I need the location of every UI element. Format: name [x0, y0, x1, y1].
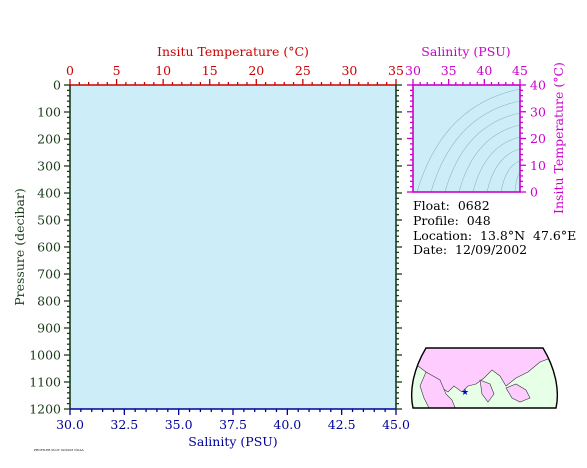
map-outline — [410, 347, 559, 409]
ts-right-tick-label: 10 — [530, 158, 546, 173]
ts-density-contour — [486, 148, 521, 193]
bottom-tick-label: 42.5 — [328, 417, 356, 432]
left-tick-label: 300 — [37, 159, 61, 174]
top-tick-label: 25 — [295, 63, 311, 78]
top-tick-label: 10 — [155, 63, 171, 78]
ts-top-tick-label: 30 — [405, 63, 421, 78]
left-tick-label: 1100 — [29, 375, 61, 390]
ts-right-tick-label: 20 — [530, 131, 546, 146]
ts-right-tick-label: 30 — [530, 104, 546, 119]
left-tick-label: 0 — [53, 78, 61, 93]
left-tick-label: 1000 — [29, 348, 61, 363]
ts-top-tick-label: 40 — [476, 63, 492, 78]
left-tick-label: 700 — [37, 267, 61, 282]
left-tick-label: 800 — [37, 294, 61, 309]
main-left-axis-ticks: 0 100 200 300 400 500 600 700 800 900 1000 1100 1200 — [29, 78, 70, 417]
footer-note: PROFILER PLOT 02/2003 NOAA — [34, 448, 84, 452]
ts-density-contour — [500, 160, 521, 193]
date: Date: 12/09/2002 — [413, 242, 528, 257]
bottom-tick-label: 35.0 — [165, 417, 193, 432]
ts-frame — [412, 84, 521, 193]
ts-top-axis-ticks: 30 35 40 45 — [405, 63, 528, 85]
main-top-axis-ticks: 0 5 10 15 20 25 30 35 — [66, 63, 404, 85]
ts-top-tick-label: 35 — [441, 63, 457, 78]
main-profile-panel: 0 5 10 15 20 25 30 35 30.0 32.5 35.0 37.5 40.0 42.5 4… — [12, 44, 410, 449]
left-tick-label: 200 — [37, 132, 61, 147]
ts-density-contour — [472, 136, 521, 193]
top-tick-label: 5 — [113, 63, 121, 78]
ts-density-contour — [416, 88, 521, 193]
main-left-axis-label: Pressure (decibar) — [12, 188, 27, 306]
left-tick-label: 100 — [37, 105, 61, 120]
ts-density-contour — [458, 124, 521, 193]
location: Location: 13.8°N 47.6°E — [413, 228, 577, 243]
left-tick-label: 600 — [37, 240, 61, 255]
ts-density-contour — [430, 100, 521, 193]
left-tick-label: 1200 — [29, 402, 61, 417]
ts-density-contour — [444, 112, 521, 193]
ts-right-tick-label: 0 — [530, 185, 538, 200]
left-tick-label: 900 — [37, 321, 61, 336]
bottom-tick-label: 37.5 — [219, 417, 247, 432]
map-landmass-africa — [419, 371, 457, 408]
main-bottom-axis-label: Salinity (PSU) — [188, 434, 277, 449]
profile-number: Profile: 048 — [413, 213, 491, 228]
main-bottom-axis-ticks: 30.0 32.5 35.0 37.5 40.0 42.5 45.0 — [56, 409, 410, 432]
main-plot-area — [70, 85, 396, 409]
map-landmass-southeast-asia — [505, 383, 531, 403]
main-top-axis-label: Insitu Temperature (°C) — [157, 44, 309, 59]
ts-density-contours — [416, 88, 521, 193]
bottom-tick-label: 30.0 — [56, 417, 84, 432]
bottom-tick-label: 32.5 — [110, 417, 138, 432]
ts-top-axis-label: Salinity (PSU) — [421, 44, 510, 59]
map-landmass-india — [479, 379, 495, 403]
left-tick-label: 400 — [37, 186, 61, 201]
top-tick-label: 30 — [341, 63, 357, 78]
top-tick-label: 0 — [66, 63, 74, 78]
float-id: Float: 0682 — [413, 198, 490, 213]
ts-top-tick-label: 45 — [512, 63, 528, 78]
bottom-tick-label: 40.0 — [273, 417, 301, 432]
location-map: ★ — [410, 347, 559, 409]
map-land — [411, 348, 557, 408]
ts-right-axis-label: Insitu Temperature (°C) — [551, 62, 566, 214]
top-tick-label: 15 — [202, 63, 218, 78]
main-right-axis-ticks — [396, 84, 402, 410]
ts-right-tick-label: 40 — [530, 78, 546, 93]
bottom-tick-label: 45.0 — [382, 417, 410, 432]
float-location-marker: ★ — [461, 388, 469, 398]
ts-plot-area — [413, 85, 520, 192]
top-tick-label: 35 — [388, 63, 404, 78]
top-tick-label: 20 — [248, 63, 264, 78]
left-tick-label: 500 — [37, 213, 61, 228]
